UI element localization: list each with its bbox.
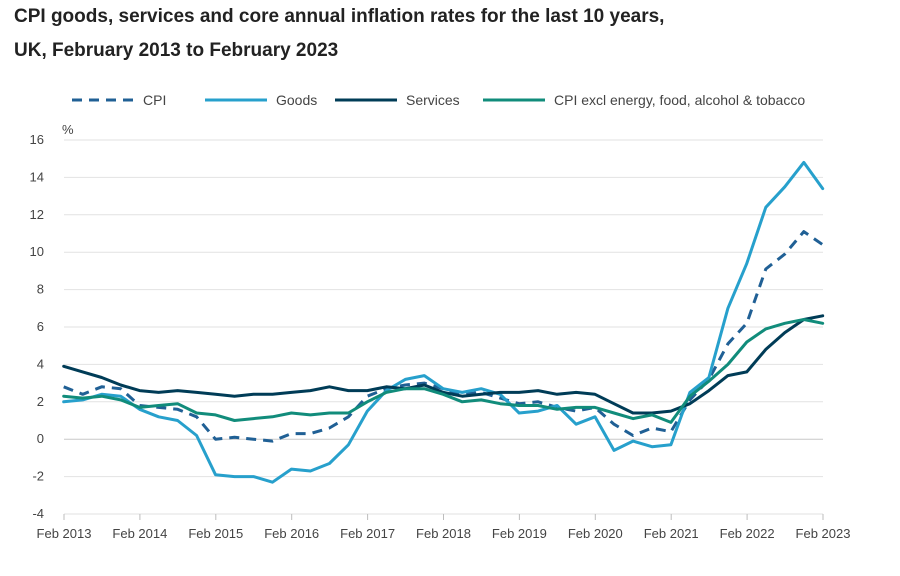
y-tick-label: 6 [37,319,44,334]
series-line-goods [62,160,825,484]
legend-label-cpi: CPI [143,92,166,108]
x-tick-label: Feb 2014 [112,526,167,541]
y-tick-label: 0 [37,431,44,446]
y-tick-label: 8 [37,282,44,297]
y-tick-label: 2 [37,394,44,409]
x-tick-label: Feb 2016 [264,526,319,541]
series-line-cpi [63,230,824,443]
x-tick-label: Feb 2019 [492,526,547,541]
series-lines [62,160,825,484]
x-tick-label: Feb 2017 [340,526,395,541]
legend-label-goods: Goods [276,92,317,108]
x-tick-label: Feb 2015 [188,526,243,541]
y-tick-label: 16 [30,132,44,147]
y-tick-label: 4 [37,356,44,371]
y-tick-label: 12 [30,207,44,222]
x-tick-label: Feb 2023 [796,526,851,541]
y-tick-label: 10 [30,244,44,259]
legend-label-cpi-excl-energy-food-alcohol-tobacco: CPI excl energy, food, alcohol & tobacco [554,92,805,108]
chart-title: CPI goods, services and core annual infl… [14,6,665,27]
legend: CPI Goods Services CPI excl energy, food, a… [72,92,805,108]
x-axis-ticks: Feb 2013 Feb 2014 Feb 2015 Feb 2016 Feb 2017… [37,514,851,541]
series-line-cpi-excl-energy-food-alcohol-tobacco [62,318,825,424]
y-axis-ticks: 16 14 12 10 8 6 4 2 0 -2 -4 [30,132,44,521]
series-line-services [62,314,825,415]
x-tick-label: Feb 2021 [644,526,699,541]
legend-label-services: Services [406,92,460,108]
y-tick-label: 14 [30,169,44,184]
x-tick-label: Feb 2020 [568,526,623,541]
gridlines [64,139,823,515]
x-tick-label: Feb 2022 [720,526,775,541]
y-axis-unit-label: % [62,122,74,137]
y-tick-label: -4 [32,506,44,521]
x-tick-label: Feb 2018 [416,526,471,541]
x-tick-label: Feb 2013 [37,526,92,541]
chart-subtitle: UK, February 2013 to February 2023 [14,40,339,61]
y-tick-label: -2 [32,469,44,484]
